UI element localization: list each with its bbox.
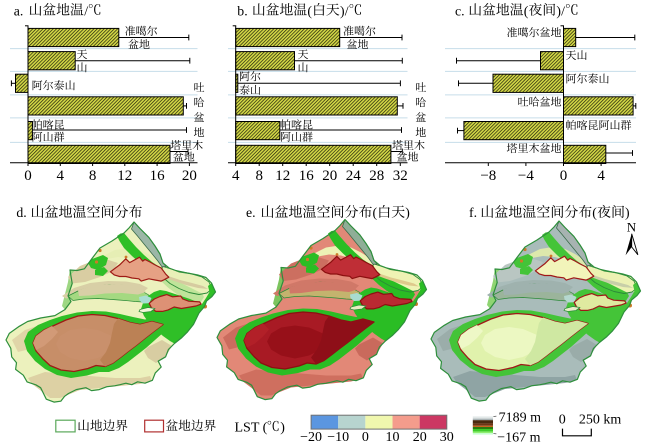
svg-text:250 km: 250 km [579, 413, 622, 428]
svg-text:0: 0 [560, 168, 568, 184]
svg-text:12: 12 [117, 168, 132, 184]
svg-text:/: / [345, 3, 349, 18]
svg-text:e.: e. [246, 205, 256, 220]
svg-text:10: 10 [386, 430, 400, 442]
svg-text:−10: −10 [327, 430, 349, 442]
svg-text:20: 20 [322, 168, 337, 184]
svg-text:c.: c. [455, 3, 465, 18]
svg-text:): ) [556, 3, 561, 19]
svg-text:−4: −4 [518, 168, 534, 184]
svg-text:8: 8 [255, 168, 263, 184]
svg-text:7189 m: 7189 m [499, 410, 541, 425]
svg-text:): ) [340, 3, 345, 19]
svg-text:a.: a. [14, 3, 24, 18]
svg-text:/: / [561, 3, 565, 18]
svg-text:0: 0 [362, 430, 369, 442]
svg-text:24: 24 [346, 168, 362, 184]
svg-text:4: 4 [232, 168, 240, 184]
svg-text:−20: −20 [300, 430, 322, 442]
svg-text:(: ( [373, 205, 378, 221]
svg-text:/: / [84, 3, 88, 18]
svg-text:28: 28 [369, 168, 384, 184]
svg-text:12: 12 [275, 168, 290, 184]
svg-text:16: 16 [150, 168, 166, 184]
svg-text:b.: b. [237, 3, 247, 18]
svg-text:20: 20 [413, 430, 427, 442]
svg-text:−8: −8 [480, 168, 496, 184]
svg-text:(: ( [307, 3, 312, 19]
svg-text:0: 0 [24, 168, 32, 184]
svg-text:): ) [405, 205, 410, 221]
svg-text:(: ( [592, 205, 597, 221]
svg-text:f.: f. [469, 205, 477, 220]
svg-text:): ) [625, 205, 630, 221]
svg-text:16: 16 [299, 168, 315, 184]
svg-text:30: 30 [440, 430, 454, 442]
svg-text:(: ( [524, 3, 529, 19]
svg-text:4: 4 [57, 168, 65, 184]
svg-text:20: 20 [182, 168, 197, 184]
svg-text:−167 m: −167 m [497, 430, 540, 442]
svg-text:8: 8 [89, 168, 97, 184]
svg-text:): ) [280, 420, 285, 435]
svg-text:32: 32 [393, 168, 408, 184]
svg-text:4: 4 [597, 168, 605, 184]
svg-text:N: N [627, 220, 637, 235]
svg-text:d.: d. [16, 205, 26, 220]
svg-text:LST (: LST ( [235, 420, 268, 435]
svg-text:0: 0 [559, 413, 566, 428]
